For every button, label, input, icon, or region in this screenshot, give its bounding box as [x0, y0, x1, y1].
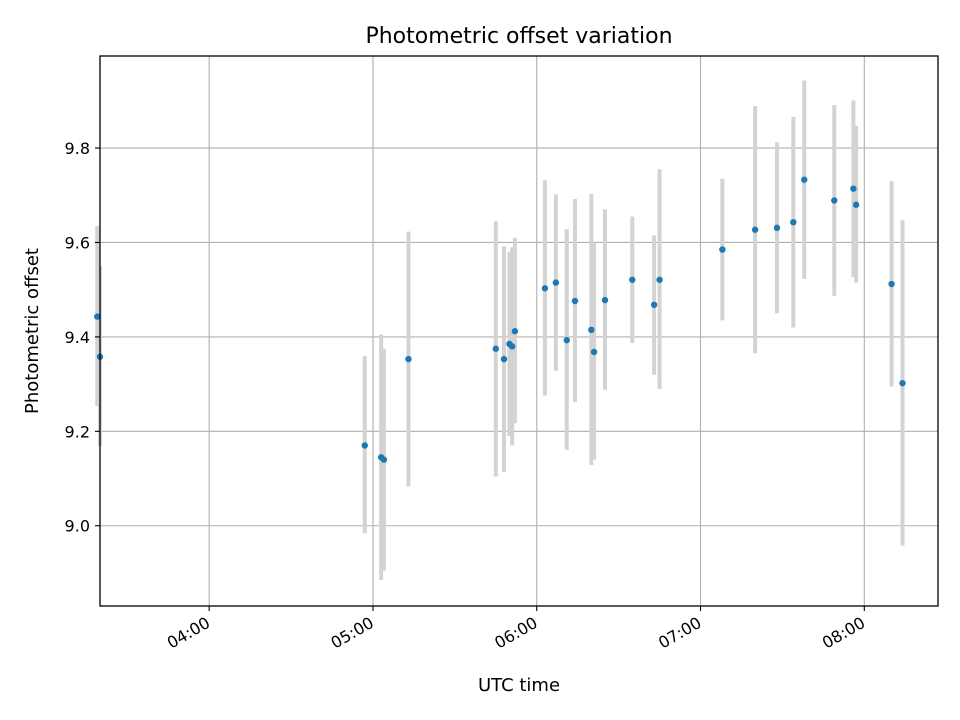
- data-points: [94, 176, 906, 463]
- data-point: [751, 226, 759, 233]
- y-axis: 9.0 9.2 9.4 9.6 9.8: [65, 139, 100, 536]
- data-point: [601, 296, 609, 304]
- data-point: [801, 176, 808, 183]
- y-axis-title: Photometric offset: [22, 248, 43, 414]
- data-point: [541, 285, 549, 292]
- y-tick-label: 9.2: [65, 422, 90, 441]
- data-point: [405, 355, 412, 363]
- data-point: [361, 442, 368, 449]
- data-point: [899, 379, 906, 387]
- data-point: [563, 337, 570, 344]
- data-point: [511, 328, 519, 335]
- data-point: [629, 276, 636, 283]
- data-point: [650, 301, 658, 308]
- data-point: [850, 185, 857, 192]
- data-point: [508, 343, 516, 350]
- plot-frame: [99, 55, 939, 607]
- y-tick-label: 9.4: [65, 328, 90, 347]
- data-point: [831, 197, 838, 204]
- data-point: [94, 313, 101, 320]
- y-tick-label: 9.8: [65, 139, 90, 158]
- data-point: [852, 201, 860, 208]
- data-point: [773, 224, 781, 232]
- data-point: [380, 456, 388, 463]
- grid-lines: [100, 56, 938, 606]
- chart-title: Photometric offset variation: [365, 24, 672, 49]
- y-tick-label: 9.6: [65, 233, 90, 252]
- data-point: [719, 246, 726, 253]
- data-point: [492, 345, 499, 352]
- data-point: [571, 297, 579, 305]
- data-point: [656, 276, 663, 283]
- data-point: [888, 280, 895, 288]
- data-point: [790, 218, 797, 226]
- y-tick-label: 9.0: [65, 517, 90, 536]
- data-point: [588, 326, 595, 334]
- data-point: [590, 348, 598, 356]
- x-axis-title: UTC time: [478, 675, 560, 696]
- data-point: [552, 279, 560, 286]
- data-point: [500, 355, 508, 363]
